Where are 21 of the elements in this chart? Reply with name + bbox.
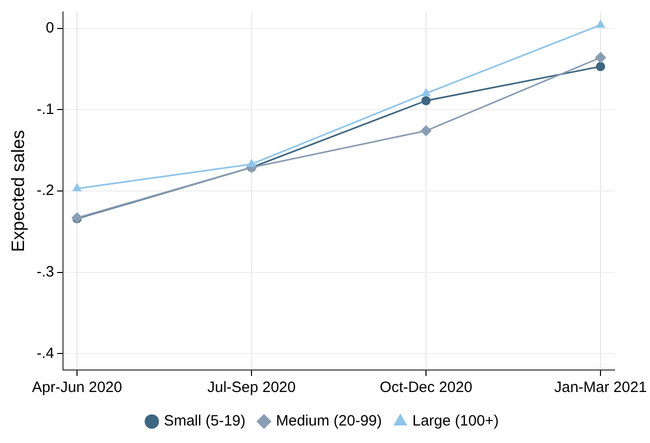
point: [596, 62, 606, 72]
point: [420, 125, 432, 136]
y-tick-label: -.2: [36, 182, 54, 200]
x-tick-label: Jul-Sep 2020: [207, 379, 296, 396]
point: [422, 88, 430, 96]
legend-label: Small (5-19): [164, 412, 246, 430]
point: [421, 96, 431, 106]
legend-label: Medium (20-99): [276, 412, 382, 430]
point: [595, 52, 606, 63]
point: [247, 160, 256, 167]
x-tick-label: Apr-Jun 2020: [32, 379, 122, 396]
point: [596, 20, 605, 28]
y-axis-title: Expected sales: [8, 130, 28, 252]
y-tick-label: -.3: [36, 264, 54, 281]
point: [72, 184, 82, 192]
y-tick-label: -.4: [36, 344, 54, 362]
x-tick-label: Oct-Dec 2020: [380, 379, 472, 396]
x-tick-label: Jan-Mar 2021: [554, 379, 647, 396]
legend-label: Large (100+): [412, 412, 499, 430]
y-tick-label: 0: [46, 19, 54, 36]
y-tick-label: -.1: [36, 100, 54, 118]
